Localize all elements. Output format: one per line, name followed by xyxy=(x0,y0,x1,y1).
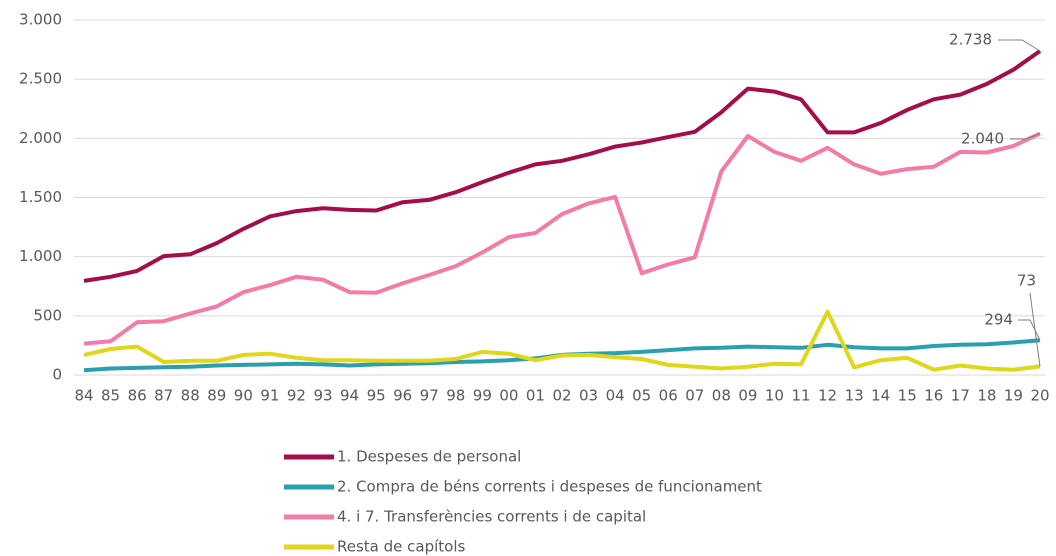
x-tick-label: 95 xyxy=(367,387,386,405)
x-tick-label: 01 xyxy=(526,387,545,405)
x-tick-label: 00 xyxy=(499,387,518,405)
legend-label: Resta de capítols xyxy=(337,538,466,556)
x-tick-label: 97 xyxy=(420,387,439,405)
data-label: 294 xyxy=(984,311,1013,329)
x-tick-label: 87 xyxy=(154,387,173,405)
x-tick-label: 02 xyxy=(552,387,571,405)
data-label: 73 xyxy=(1017,272,1036,290)
x-tick-label: 18 xyxy=(977,387,996,405)
leader-line xyxy=(1018,319,1041,341)
series-line xyxy=(83,49,1042,283)
x-tick-label: 16 xyxy=(924,387,943,405)
x-tick-label: 06 xyxy=(659,387,678,405)
legend-label: 1. Despeses de personal xyxy=(337,448,521,466)
x-tick-label: 20 xyxy=(1030,387,1049,405)
x-tick-label: 84 xyxy=(74,387,93,405)
x-tick-label: 14 xyxy=(871,387,890,405)
y-tick-label: 3.000 xyxy=(19,11,62,29)
legend-label: 4. i 7. Transferències corrents i de cap… xyxy=(337,508,646,526)
y-tick-label: 1.500 xyxy=(19,188,62,206)
x-tick-label: 93 xyxy=(313,387,332,405)
leader-line xyxy=(1010,133,1041,140)
x-tick-label: 19 xyxy=(1004,387,1023,405)
x-tick-label: 11 xyxy=(791,387,810,405)
y-tick-label: 500 xyxy=(33,306,62,324)
x-tick-label: 12 xyxy=(818,387,837,405)
x-tick-label: 05 xyxy=(632,387,651,405)
x-tick-label: 15 xyxy=(898,387,917,405)
x-tick-label: 03 xyxy=(579,387,598,405)
series-line xyxy=(83,309,1041,372)
x-tick-label: 17 xyxy=(951,387,970,405)
x-tick-label: 07 xyxy=(685,387,704,405)
legend-label: 2. Compra de béns corrents i despeses de… xyxy=(337,478,762,496)
leader-line xyxy=(998,39,1041,52)
data-label: 2.040 xyxy=(961,130,1004,148)
x-tick-label: 99 xyxy=(473,387,492,405)
x-tick-label: 86 xyxy=(128,387,147,405)
x-tick-label: 94 xyxy=(340,387,359,405)
leader-line xyxy=(1029,292,1041,367)
y-tick-label: 2.500 xyxy=(19,70,62,88)
x-tick-label: 10 xyxy=(765,387,784,405)
x-tick-label: 13 xyxy=(845,387,864,405)
x-tick-label: 92 xyxy=(287,387,306,405)
x-tick-label: 90 xyxy=(234,387,253,405)
series-line xyxy=(83,131,1041,346)
data-label: 2.738 xyxy=(949,31,992,49)
y-tick-label: 2.000 xyxy=(19,129,62,147)
x-tick-label: 85 xyxy=(101,387,120,405)
x-tick-label: 98 xyxy=(446,387,465,405)
y-tick-label: 0 xyxy=(52,366,62,384)
x-tick-label: 04 xyxy=(606,387,625,405)
x-tick-label: 91 xyxy=(260,387,279,405)
x-tick-label: 08 xyxy=(712,387,731,405)
y-tick-label: 1.000 xyxy=(19,247,62,265)
x-tick-label: 96 xyxy=(393,387,412,405)
x-tick-label: 09 xyxy=(738,387,757,405)
x-tick-label: 88 xyxy=(181,387,200,405)
x-tick-label: 89 xyxy=(207,387,226,405)
